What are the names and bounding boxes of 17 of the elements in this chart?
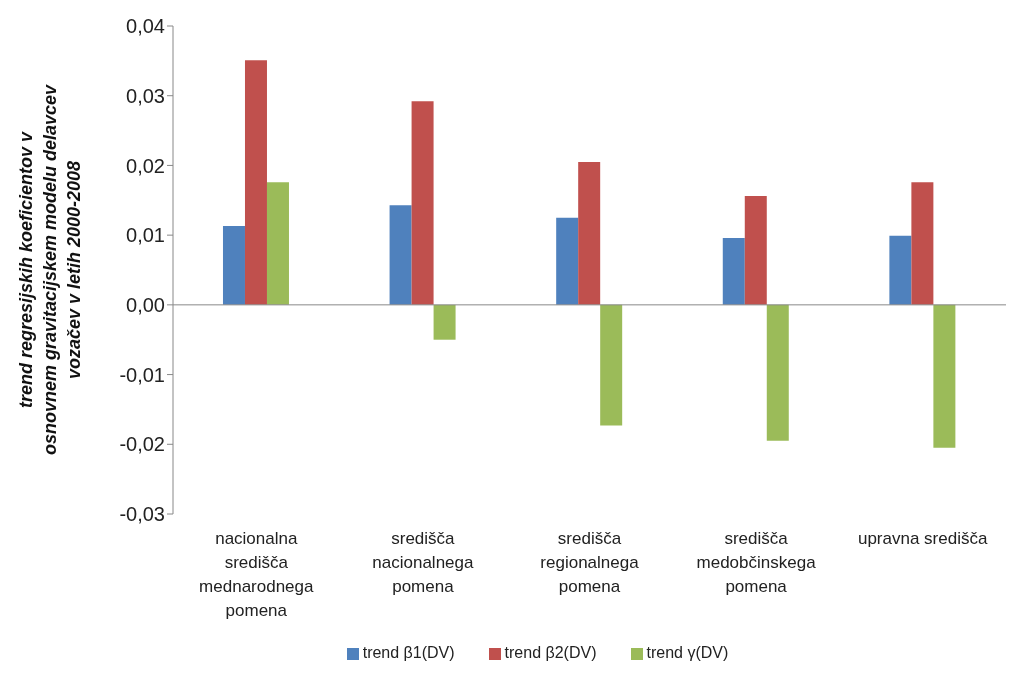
y-tick-label: -0,01	[119, 363, 165, 386]
legend-label: trend γ(DV)	[646, 644, 729, 661]
x-tick-label: upravna središča	[857, 529, 988, 548]
y-tick-label: -0,03	[119, 503, 165, 526]
legend-label: trend β2(DV)	[504, 644, 597, 661]
y-tick-label: 0,02	[126, 154, 165, 177]
y-axis-title: trend regresijskih koeficientov v osnovnem gravitacijskem modelu delavcev vozačev v letih 2000-2008	[16, 83, 84, 456]
x-tick-label: nacionalna središča mednarodnega pomena	[199, 529, 315, 620]
x-tick-label: središča medobčinskega pomena	[696, 529, 817, 596]
y-tick-label: 0,04	[126, 15, 165, 38]
x-tick-label: središča nacionalnega pomena	[372, 529, 475, 596]
y-tick-label: 0,00	[126, 293, 165, 316]
y-tick-label: 0,01	[126, 224, 165, 247]
y-tick-label: 0,03	[126, 84, 165, 107]
y-tick-label: -0,02	[119, 433, 165, 456]
legend-label: trend β1(DV)	[362, 644, 455, 661]
x-tick-label: središča regionalnega pomena	[540, 529, 640, 596]
